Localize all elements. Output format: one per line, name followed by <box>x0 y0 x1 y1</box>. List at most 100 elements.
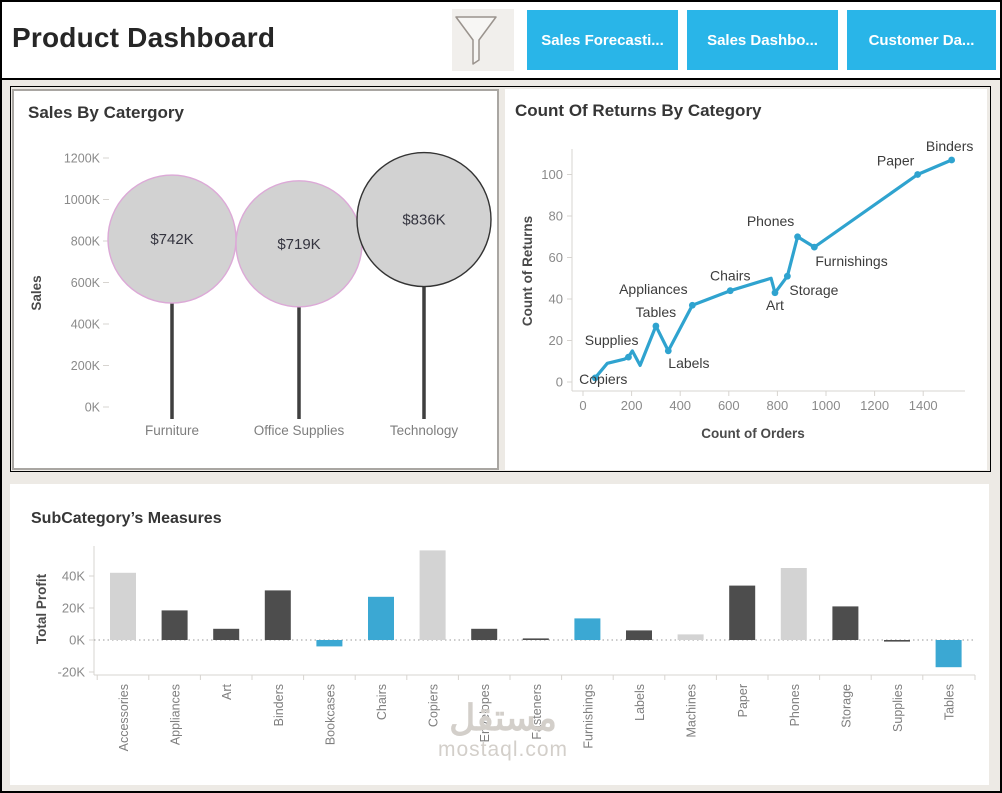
bar-phones[interactable] <box>780 568 807 640</box>
y-tick-label: 40K <box>62 569 85 584</box>
returns-chart-title: Count Of Returns By Category <box>515 101 762 120</box>
returns-line[interactable] <box>593 158 954 380</box>
y-axis-title: Sales <box>29 275 44 310</box>
y-tick-label: 1200K <box>64 152 101 166</box>
point-label: Tables <box>636 304 676 320</box>
x-axis-title: Count of Orders <box>701 426 805 441</box>
sales-circle-technology[interactable] <box>356 151 492 288</box>
bar-chairs[interactable] <box>368 596 394 640</box>
sales-by-category-chart[interactable]: 0K 200K 400K 600K 800K 1000K 1200K Sales $742K Fu… <box>14 133 497 470</box>
bar-labels[interactable] <box>626 630 652 640</box>
line-point-phones[interactable] <box>794 233 801 241</box>
bars-chart-title: SubCategory’s Measures <box>31 510 222 527</box>
line-point-tables[interactable] <box>652 322 660 330</box>
bar-appliances[interactable] <box>161 610 188 640</box>
category-label: Machines <box>685 684 699 738</box>
point-label: Phones <box>747 213 794 229</box>
line-point-paper[interactable] <box>914 171 922 178</box>
y-tick-label: 100 <box>541 167 563 182</box>
bar-copiers[interactable] <box>419 550 446 640</box>
point-label: Furnishings <box>815 253 887 269</box>
y-tick-label: 20K <box>62 601 85 616</box>
y-tick-label: 800K <box>71 235 101 249</box>
nav-button-sales-forecasting[interactable]: Sales Forecasti... <box>527 10 678 70</box>
x-tick-label: 1400 <box>909 398 938 413</box>
category-label: Copiers <box>427 684 441 727</box>
y-tick-label: 60 <box>549 250 563 265</box>
category-label: Office Supplies <box>254 423 345 438</box>
point-label: Copiers <box>579 371 627 387</box>
header: Product Dashboard Sales Forecasti... Sal… <box>2 2 1000 80</box>
y-tick-label: 20 <box>549 333 563 348</box>
bar-storage[interactable] <box>832 606 859 640</box>
category-label: Tables <box>943 684 957 720</box>
funnel-icon <box>455 16 497 65</box>
category-label: Phones <box>788 684 802 726</box>
y-tick-label: 1000K <box>64 193 101 207</box>
sales-value-label: $836K <box>402 212 445 229</box>
y-axis-title: Count of Returns <box>520 216 535 326</box>
category-label: Fasteners <box>530 684 544 740</box>
category-label: Storage <box>839 684 853 728</box>
point-label: Storage <box>789 282 838 298</box>
bar-binders[interactable] <box>264 590 291 640</box>
line-point-supplies[interactable] <box>625 353 632 361</box>
point-label: Labels <box>668 355 709 371</box>
category-label: Furniture <box>145 423 199 438</box>
point-label: Binders <box>926 138 973 154</box>
category-label: Accessories <box>117 684 131 751</box>
y-tick-label: 40 <box>549 292 563 307</box>
line-point-copiers[interactable] <box>591 374 599 382</box>
y-tick-label: 0K <box>85 401 101 415</box>
nav-button-customer-dashboard[interactable]: Customer Da... <box>847 10 996 70</box>
y-tick-label: 200K <box>71 359 101 373</box>
line-point-appliances[interactable] <box>688 301 696 309</box>
bar-envelopes[interactable] <box>471 628 498 640</box>
line-point-art[interactable] <box>771 289 779 297</box>
nav-button-sales-dashboard[interactable]: Sales Dashbo... <box>687 10 838 70</box>
y-tick-label: 80 <box>549 209 563 224</box>
bar-tables[interactable] <box>935 640 962 668</box>
page-title: Product Dashboard <box>12 22 276 53</box>
line-point-chairs[interactable] <box>726 287 734 295</box>
bar-accessories[interactable] <box>110 572 136 640</box>
filter-button[interactable] <box>452 9 514 71</box>
y-tick-label: 0 <box>556 375 563 390</box>
bar-machines[interactable] <box>677 634 704 640</box>
point-label: Chairs <box>710 268 750 284</box>
bar-furnishings[interactable] <box>574 618 601 640</box>
bar-bookcases[interactable] <box>316 640 343 647</box>
category-label: Bookcases <box>323 684 337 745</box>
sales-by-category-panel[interactable]: Sales By Catergory 0K 200K 400K 600K 800K 100… <box>12 89 499 470</box>
x-tick-label: 600 <box>718 398 740 413</box>
subcategory-measures-panel[interactable]: SubCategory’s Measures -20K 0K 20K 40K Total… <box>10 484 989 785</box>
x-tick-label: 800 <box>767 398 789 413</box>
y-tick-label: 600K <box>71 276 101 290</box>
line-point-binders[interactable] <box>948 156 956 164</box>
x-tick-label: 1200 <box>860 398 889 413</box>
returns-by-category-panel[interactable]: Count Of Returns By Category 0 20 40 60 80 10… <box>505 89 987 470</box>
x-tick-label: 200 <box>621 398 643 413</box>
point-label: Supplies <box>585 332 639 348</box>
y-tick-label: 0K <box>69 633 85 648</box>
category-label: Supplies <box>891 684 905 732</box>
line-point-labels[interactable] <box>664 347 672 355</box>
line-point-furnishings[interactable] <box>810 243 818 251</box>
x-tick-label: 1000 <box>812 398 841 413</box>
category-label: Envelopes <box>478 684 492 742</box>
point-label: Art <box>766 297 784 313</box>
bar-paper[interactable] <box>729 585 756 640</box>
category-label: Technology <box>390 423 459 438</box>
line-point-storage[interactable] <box>783 272 791 280</box>
category-label: Art <box>220 683 234 700</box>
category-label: Chairs <box>375 684 389 720</box>
subcategory-measures-chart[interactable]: -20K 0K 20K 40K Total Profit Accessories Appli… <box>10 534 985 784</box>
category-label: Furnishings <box>581 684 595 749</box>
bar-fasteners[interactable] <box>522 638 549 640</box>
bar-supplies[interactable] <box>884 640 910 642</box>
y-axis-title: Total Profit <box>34 573 49 644</box>
bar-art[interactable] <box>213 628 240 640</box>
category-label: Binders <box>272 684 286 726</box>
x-tick-label: 400 <box>669 398 691 413</box>
